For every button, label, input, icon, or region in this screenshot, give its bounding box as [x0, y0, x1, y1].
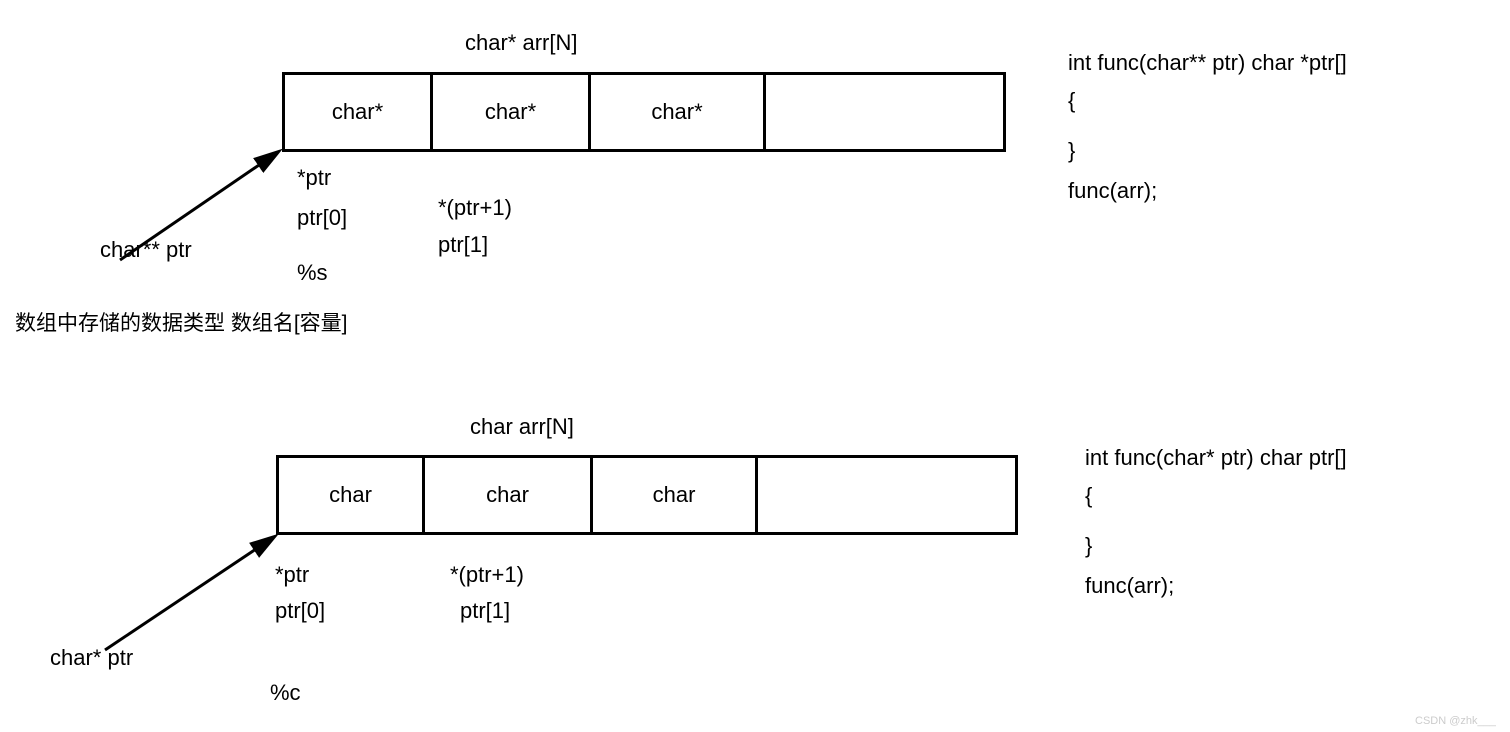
- d2-col1-0: *ptr: [275, 562, 309, 588]
- diagram1-array: char* char* char*: [282, 72, 1006, 152]
- d2-cell-1: char: [425, 458, 593, 532]
- d2-pointer-label: char* ptr: [50, 645, 133, 671]
- watermark: CSDN @zhk___: [1415, 715, 1496, 727]
- d2-code-1: {: [1085, 483, 1092, 509]
- d1-cell-1: char*: [433, 75, 591, 149]
- d1-code-0: int func(char** ptr) char *ptr[]: [1068, 50, 1347, 76]
- d1-col1-2: %s: [297, 260, 328, 286]
- d2-cell-2: char: [593, 458, 758, 532]
- d2-cell-3: [758, 458, 1015, 532]
- diagram2-title: char arr[N]: [470, 414, 574, 440]
- d1-cell-0: char*: [285, 75, 433, 149]
- d1-cell-3: [766, 75, 1003, 149]
- d1-code-1: {: [1068, 88, 1075, 114]
- d1-code-3: func(arr);: [1068, 178, 1157, 204]
- d2-cell-0: char: [279, 458, 425, 532]
- d1-col1-1: ptr[0]: [297, 205, 347, 231]
- d2-col1-2: %c: [270, 680, 301, 706]
- d2-arrow: [0, 0, 300, 705]
- diagram2-array: char char char: [276, 455, 1018, 535]
- d2-code-2: }: [1085, 533, 1092, 559]
- d2-code-0: int func(char* ptr) char ptr[]: [1085, 445, 1347, 471]
- d1-code-2: }: [1068, 138, 1075, 164]
- d1-col1-0: *ptr: [297, 165, 331, 191]
- d2-col2-0: *(ptr+1): [450, 562, 524, 588]
- diagram1-title: char* arr[N]: [465, 30, 577, 56]
- d1-cell-2: char*: [591, 75, 766, 149]
- d2-code-3: func(arr);: [1085, 573, 1174, 599]
- d1-col2-0: *(ptr+1): [438, 195, 512, 221]
- d1-col2-1: ptr[1]: [438, 232, 488, 258]
- d2-col1-1: ptr[0]: [275, 598, 325, 624]
- d2-col2-1: ptr[1]: [460, 598, 510, 624]
